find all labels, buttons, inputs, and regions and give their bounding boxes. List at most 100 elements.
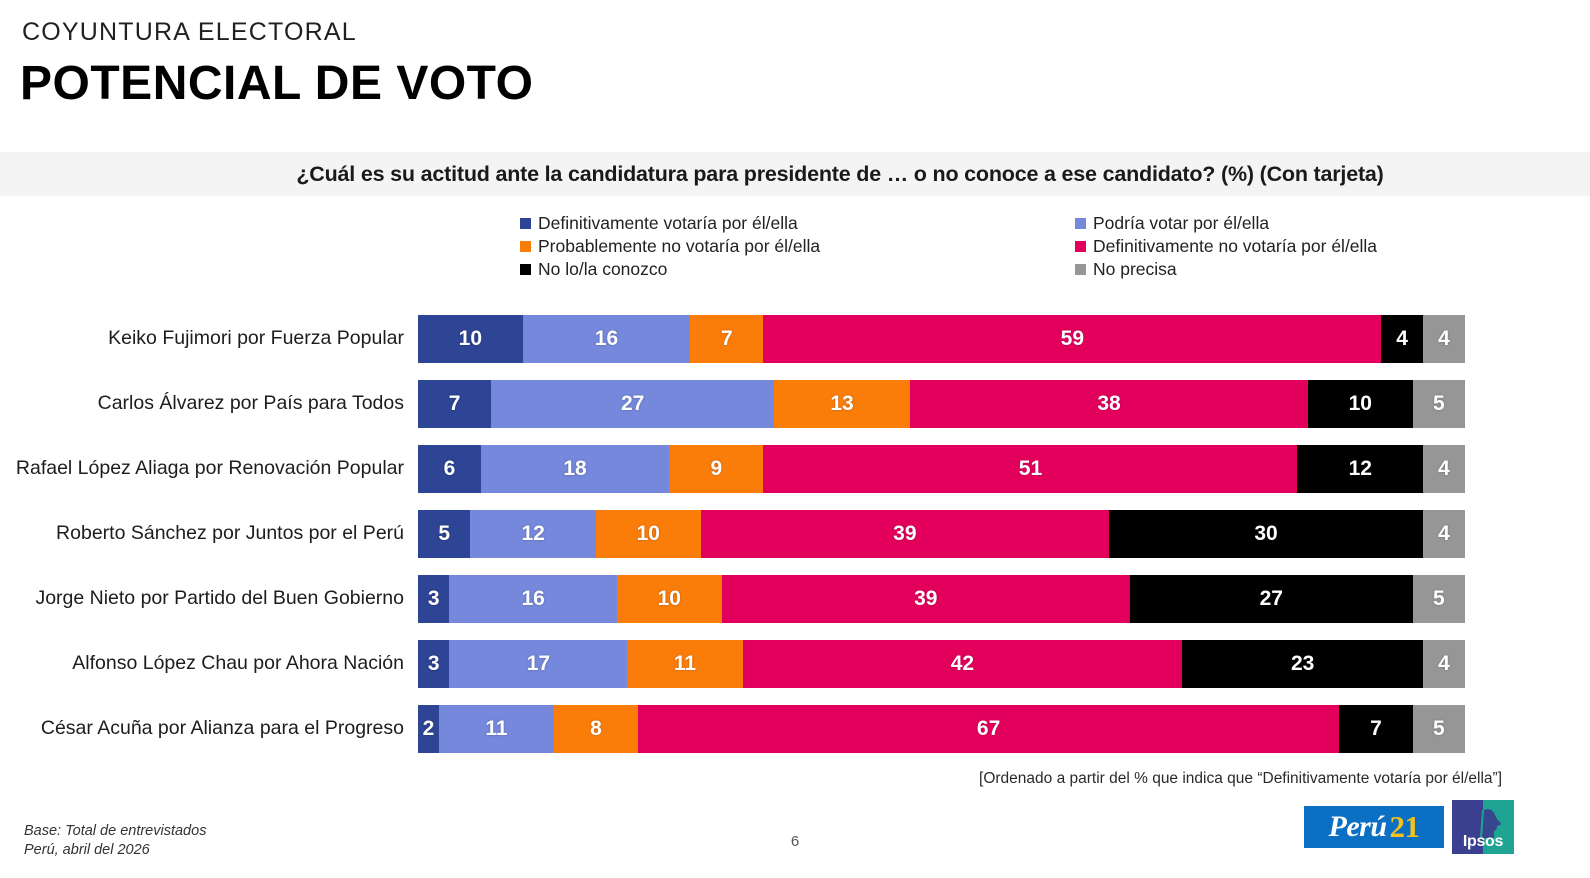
bar-segment[interactable]: 5 [1412, 379, 1465, 428]
bar-segment-value: 5 [1432, 586, 1445, 610]
bar-segment-value: 27 [1259, 586, 1283, 610]
legend-item[interactable]: Definitivamente votaría por él/ella [520, 212, 1075, 235]
page-number: 6 [790, 833, 800, 850]
bar-segment[interactable]: 38 [910, 379, 1308, 428]
bar-segment[interactable]: 18 [480, 444, 670, 493]
legend-label: No precisa [1093, 258, 1177, 279]
bar-segment[interactable]: 4 [1423, 314, 1465, 363]
bar-segment[interactable]: 27 [1129, 574, 1413, 623]
bar-segment[interactable]: 2 [418, 704, 439, 753]
bar-segment[interactable]: 23 [1182, 639, 1424, 688]
bar-segment-value: 11 [485, 716, 508, 740]
chart-row: Alfonso López Chau por Ahora Nación 3 17 11… [0, 631, 1590, 696]
question-text: ¿Cuál es su actitud ante la candidatura … [296, 162, 1384, 186]
bar-segment[interactable]: 30 [1108, 509, 1424, 558]
bar-segment-value: 10 [657, 586, 681, 610]
bar-segment[interactable]: 42 [742, 639, 1183, 688]
bar-segment[interactable]: 51 [763, 444, 1298, 493]
chart-row: Rafael López Aliaga por Renovación Popul… [0, 436, 1590, 501]
legend-item[interactable]: No precisa [1075, 258, 1500, 281]
chart-legend: Definitivamente votaría por él/ella Podrí… [520, 212, 1500, 281]
bar-segment-value: 4 [1396, 326, 1408, 350]
bar-segment[interactable]: 13 [773, 379, 911, 428]
legend-swatch-icon [1075, 218, 1086, 229]
bar-segment[interactable]: 5 [418, 509, 471, 558]
bar-segment-value: 5 [1432, 716, 1445, 740]
bar-segment-value: 7 [1370, 716, 1382, 740]
category-label: Roberto Sánchez por Juntos por el Perú [56, 522, 404, 544]
bar-segment[interactable]: 11 [438, 704, 555, 753]
bar-segment[interactable]: 7 [1339, 704, 1413, 753]
legend-swatch-icon [520, 218, 531, 229]
bar-segment[interactable]: 59 [763, 314, 1382, 363]
bar-segment[interactable]: 12 [1297, 444, 1424, 493]
bar-segment[interactable]: 4 [1423, 444, 1465, 493]
bar-segment[interactable]: 9 [669, 444, 764, 493]
bar-segment[interactable]: 39 [721, 574, 1130, 623]
legend-item[interactable]: Definitivamente no votaría por él/ella [1075, 235, 1500, 258]
bar-segment[interactable]: 10 [418, 314, 523, 363]
bar-segment-value: 27 [620, 391, 645, 415]
legend-label: No lo/la conozco [538, 258, 668, 279]
bar-segment[interactable]: 4 [1423, 509, 1465, 558]
bar-segment[interactable]: 4 [1423, 639, 1465, 688]
legend-item[interactable]: Podría votar por él/ella [1075, 212, 1500, 235]
category-label: César Acuña por Alianza para el Progreso [40, 717, 404, 739]
bar-segment-value: 13 [830, 391, 854, 415]
question-band: ¿Cuál es su actitud ante la candidatura … [0, 152, 1590, 196]
bar-segment-value: 10 [458, 326, 483, 350]
peru21-logo-text-21: 21 [1389, 809, 1421, 844]
bar-segment[interactable]: 7 [690, 314, 764, 363]
bar-segment[interactable]: 4 [1381, 314, 1424, 363]
bar-segment-value: 3 [427, 586, 440, 610]
bar-segment-value: 2 [422, 716, 435, 740]
chart-row: Keiko Fujimori por Fuerza Popular 10 16 7 59… [0, 306, 1590, 371]
bar-segment[interactable]: 7 [418, 379, 492, 428]
bar-segment[interactable]: 10 [595, 509, 701, 558]
chart-footnote: [Ordenado a partir del % que indica que … [979, 770, 1502, 787]
bar-segment-value: 5 [1432, 391, 1445, 415]
ipsos-logo: Ipsos [1452, 800, 1514, 854]
bar-segment[interactable]: 67 [637, 704, 1340, 753]
legend-item[interactable]: No lo/la conozco [520, 258, 1075, 281]
stacked-bar: 6 18 9 51 12 4 [418, 444, 1465, 493]
bar-segment[interactable]: 10 [1307, 379, 1413, 428]
bar-segment[interactable]: 10 [616, 574, 722, 623]
bar-segment-value: 10 [636, 521, 660, 545]
bar-segment[interactable]: 5 [1412, 704, 1465, 753]
bar-segment[interactable]: 5 [1412, 574, 1465, 623]
bar-segment[interactable]: 8 [554, 704, 638, 753]
bar-segment[interactable]: 17 [449, 639, 628, 688]
bar-segment[interactable]: 27 [491, 379, 774, 428]
bar-segment-value: 16 [521, 586, 545, 610]
bar-segment-value: 4 [1438, 521, 1450, 545]
bar-segment-value: 4 [1438, 326, 1450, 350]
bar-segment[interactable]: 3 [418, 574, 450, 623]
bar-segment-value: 12 [521, 521, 545, 545]
bar-segment[interactable]: 16 [522, 314, 691, 363]
stacked-bar: 5 12 10 39 30 4 [418, 509, 1465, 558]
ipsos-logo-mark [1452, 800, 1514, 854]
bar-segment-value: 4 [1438, 651, 1450, 675]
bar-segment-value: 51 [1018, 456, 1043, 480]
legend-label: Podría votar por él/ella [1093, 212, 1270, 233]
stacked-bar: 3 16 10 39 27 5 [418, 574, 1465, 623]
page-title: POTENCIAL DE VOTO [20, 57, 534, 110]
bar-segment-value: 38 [1097, 391, 1121, 415]
bar-segment-value: 23 [1291, 651, 1315, 675]
bar-segment[interactable]: 12 [470, 509, 596, 558]
bar-segment-value: 7 [721, 326, 733, 350]
bar-segment[interactable]: 16 [449, 574, 617, 623]
bar-segment[interactable]: 6 [418, 444, 481, 493]
category-label: Jorge Nieto por Partido del Buen Gobiern… [35, 587, 404, 609]
stacked-bar: 3 17 11 42 23 4 [418, 639, 1465, 688]
bar-segment[interactable]: 3 [418, 639, 450, 688]
bar-segment[interactable]: 39 [700, 509, 1109, 558]
chart-row: Roberto Sánchez por Juntos por el Perú 5 1… [0, 501, 1590, 566]
legend-label: Probablemente no votaría por él/ella [538, 235, 821, 256]
legend-swatch-icon [520, 264, 531, 275]
category-label: Carlos Álvarez por País para Todos [97, 392, 404, 414]
legend-item[interactable]: Probablemente no votaría por él/ella [520, 235, 1075, 258]
bar-segment[interactable]: 11 [627, 639, 743, 688]
